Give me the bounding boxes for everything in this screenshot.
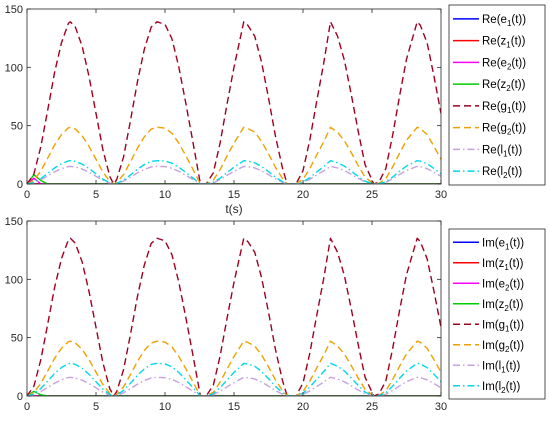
series-line-5: [27, 21, 441, 184]
series-line-8: [27, 159, 441, 184]
plot-area: [27, 221, 441, 396]
y-tick-label: 0: [17, 391, 23, 403]
x-tick-label: 20: [297, 189, 309, 201]
x-tick-label: 20: [297, 401, 309, 413]
y-tick-label: 150: [5, 216, 23, 228]
y-tick-label: 0: [17, 179, 23, 191]
x-tick-label: 25: [366, 189, 378, 201]
legend-label: Im(g1(t)): [482, 319, 524, 333]
chart-1: 0 5 10 15 20 25 30 0 50 100 150 t(s) Re(e1(t)) Re(z1(…: [5, 4, 546, 216]
y-tick-label: 50: [11, 333, 23, 345]
series-line-5: [27, 237, 441, 396]
plot-area: [27, 9, 441, 184]
series-line-6: [27, 340, 441, 396]
legend: Im(e1(t)) Im(z1(t)) Im(e2(t)) Im(z2(t)) Im(g…: [448, 228, 546, 400]
x-tick-label: 10: [159, 189, 171, 201]
legend-label: Im(z1(t)): [482, 258, 524, 272]
legend-label: Im(z2(t)): [482, 299, 524, 313]
legend-label: Re(l1(t)): [482, 144, 522, 158]
series-group: [27, 237, 441, 396]
y-tick-label: 100: [5, 274, 23, 286]
chart-2: 0 5 10 15 20 25 30050100150Im(e1(t))Im(z1(t))I…: [5, 216, 546, 413]
legend-label: Re(l2(t)): [482, 166, 522, 180]
x-tick-label: 0: [24, 401, 30, 413]
x-tick-label: 30: [435, 401, 447, 413]
legend-label: Re(e2(t)): [482, 57, 526, 71]
legend-label: Im(g2(t)): [482, 340, 524, 354]
legend-label: Re(g2(t)): [482, 123, 526, 137]
y-tick-label: 100: [5, 62, 23, 74]
x-tick-label: 15: [228, 189, 240, 201]
legend-label: Im(l1(t)): [482, 360, 520, 374]
x-tick-label: 5: [93, 401, 99, 413]
series-group: [27, 21, 441, 184]
y-tick-label: 50: [11, 121, 23, 133]
x-tick-label: 25: [366, 401, 378, 413]
x-axis-label: t(s): [225, 202, 242, 216]
x-tick-label: 10: [159, 401, 171, 413]
x-tick-label: 5: [93, 189, 99, 201]
series-line-7: [27, 376, 441, 396]
legend-label: Re(e1(t)): [482, 14, 526, 28]
x-tick-label: 0: [24, 189, 30, 201]
legend-label: Re(z1(t)): [482, 36, 526, 50]
legend-label: Im(l2(t)): [482, 381, 520, 395]
x-tick-label: 15: [228, 401, 240, 413]
legend-label: Re(z2(t)): [482, 79, 526, 93]
legend-label: Im(e1(t)): [482, 237, 524, 251]
series-line-6: [27, 126, 441, 184]
x-tick-label: 30: [435, 189, 447, 201]
y-tick-label: 150: [5, 4, 23, 16]
legend: Re(e1(t)) Re(z1(t)) Re(e2(t)) Re(z2(t)) Re(g…: [448, 4, 546, 186]
legend-box: [448, 4, 546, 186]
legend-label: Re(g1(t)): [482, 101, 526, 115]
legend-label: Im(e2(t)): [482, 278, 524, 292]
series-line-7: [27, 165, 441, 184]
legend-box: [448, 228, 546, 400]
